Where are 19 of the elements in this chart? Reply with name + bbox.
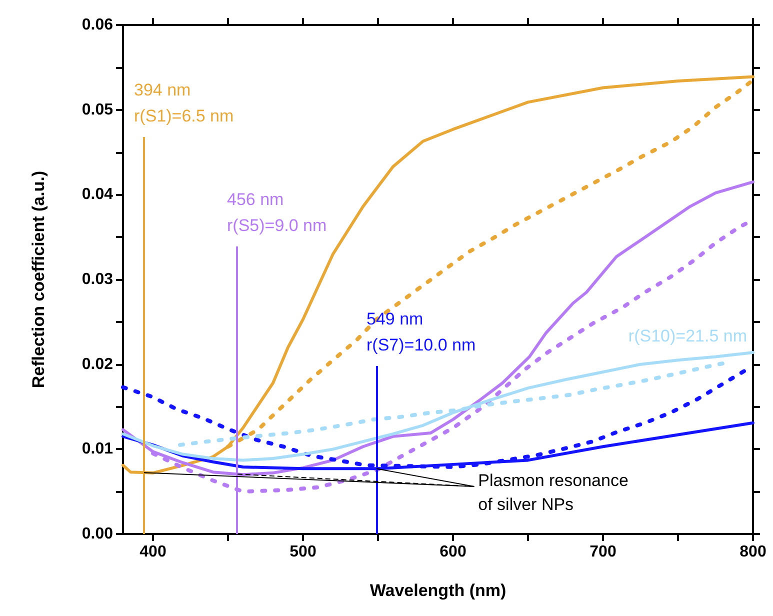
annotation: Plasmon resonance of silver NPs <box>478 470 628 514</box>
y-tick-label: 0.06 <box>82 16 114 34</box>
y-tick-label: 0.05 <box>82 101 114 118</box>
series-label: r(S10)=21.5 nm <box>628 326 747 346</box>
x-tick-label: 700 <box>590 544 616 560</box>
ref-line-label: 549 nm r(S7)=10.0 nm <box>366 310 476 355</box>
x-tick-label: 800 <box>740 544 766 560</box>
x-tick-label: 500 <box>290 544 316 560</box>
y-tick-label: 0.00 <box>82 526 114 542</box>
y-tick-label: 0.02 <box>82 356 114 373</box>
y-axis-title: Reflection coefficient (a.u.) <box>29 170 48 388</box>
x-axis-title: Wavelength (nm) <box>370 581 506 600</box>
ref-line-label: 394 nm r(S1)=6.5 nm <box>134 80 234 126</box>
x-tick-label: 400 <box>140 544 166 560</box>
ref-line-label: 456 nm r(S5)=9.0 nm <box>227 190 327 235</box>
y-tick-label: 0.04 <box>82 186 114 204</box>
y-tick-label: 0.03 <box>82 271 114 288</box>
x-tick-label: 600 <box>440 544 466 560</box>
y-tick-label: 0.01 <box>82 440 114 458</box>
